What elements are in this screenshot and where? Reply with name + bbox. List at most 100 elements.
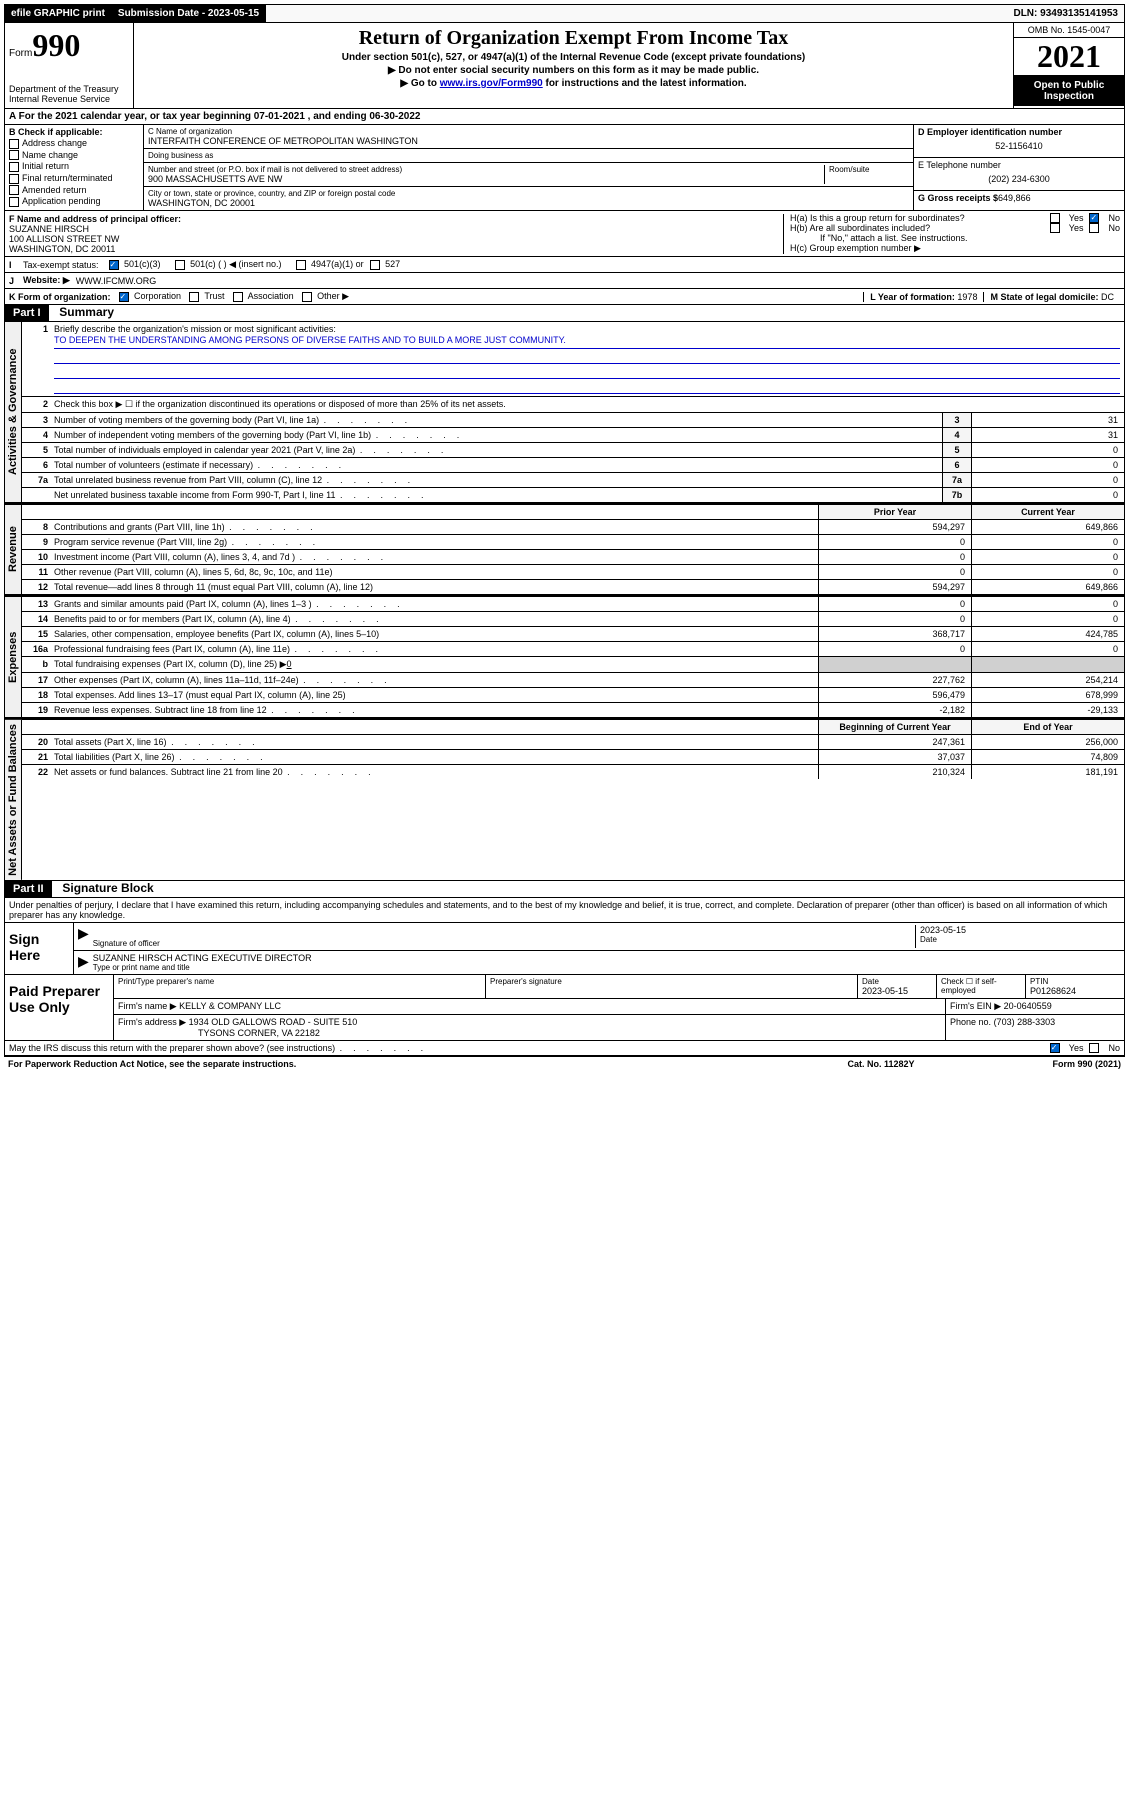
ptin-value: P01268624 [1030, 986, 1120, 996]
cy16a: 0 [971, 642, 1124, 656]
check-corp[interactable] [119, 292, 129, 302]
check-527[interactable] [370, 260, 380, 270]
discuss-yes-check[interactable] [1050, 1043, 1060, 1053]
hb-yes-check[interactable] [1050, 223, 1060, 233]
form-id-cell: Form990 Department of the Treasury Inter… [5, 23, 134, 108]
r13: Grants and similar amounts paid (Part IX… [50, 597, 818, 611]
expenses-section: Expenses 13Grants and similar amounts pa… [4, 595, 1125, 718]
form-label: Form [9, 48, 32, 59]
q2: Check this box ▶ ☐ if the organization d… [50, 397, 1124, 412]
part-i-header: Part I [5, 305, 49, 321]
top-bar: efile GRAPHIC print Submission Date - 20… [4, 4, 1125, 23]
prep-phone-label: Phone no. [950, 1017, 991, 1027]
dept-treasury: Department of the Treasury [9, 84, 129, 94]
r21: Total liabilities (Part X, line 26) [50, 750, 818, 764]
ein-value: 52-1156410 [918, 137, 1120, 155]
ha-yes-check[interactable] [1050, 213, 1060, 223]
v3: 31 [971, 413, 1124, 427]
net-assets-section: Net Assets or Fund Balances Beginning of… [4, 718, 1125, 881]
r12: Total revenue—add lines 8 through 11 (mu… [50, 580, 818, 594]
opt-corp: Corporation [134, 291, 181, 301]
check-initial-return[interactable]: Initial return [9, 161, 139, 172]
hc-label: H(c) Group exemption number ▶ [790, 243, 1120, 254]
q7a: Total unrelated business revenue from Pa… [50, 473, 942, 487]
py8: 594,297 [818, 520, 971, 534]
part-ii-header: Part II [5, 881, 52, 897]
row-j: J Website: ▶ WWW.IFCMW.ORG [5, 272, 1124, 288]
l-label: L Year of formation: [870, 292, 955, 302]
v7b: 0 [971, 488, 1124, 502]
efile-button[interactable]: efile GRAPHIC print [5, 5, 112, 22]
discuss-yes: Yes [1069, 1043, 1084, 1053]
check-name-change[interactable]: Name change [9, 150, 139, 161]
opt-assoc: Association [248, 291, 294, 301]
discuss-text: May the IRS discuss this return with the… [9, 1043, 425, 1053]
cy15: 424,785 [971, 627, 1124, 641]
note2-pre: ▶ Go to [400, 78, 439, 89]
j-label: Website: ▶ [23, 275, 70, 286]
irs-label: Internal Revenue Service [9, 94, 129, 104]
r19: Revenue less expenses. Subtract line 18 … [50, 703, 818, 717]
mission-blank3 [54, 379, 1120, 394]
py17: 227,762 [818, 673, 971, 687]
c-name-label: C Name of organization [148, 127, 909, 136]
q4: Number of independent voting members of … [50, 428, 942, 442]
part-i-bar: Part I Summary [4, 305, 1125, 322]
check-amended[interactable]: Amended return [9, 185, 139, 196]
print-name-label: Print/Type preparer's name [118, 977, 481, 986]
prep-date-label: Date [862, 977, 932, 986]
py10: 0 [818, 550, 971, 564]
dba-label: Doing business as [148, 151, 909, 160]
check-4947[interactable] [296, 260, 306, 270]
prep-sig-label: Preparer's signature [490, 977, 853, 986]
check-application-pending[interactable]: Application pending [9, 196, 139, 207]
current-year-header: Current Year [971, 505, 1124, 519]
q6: Total number of volunteers (estimate if … [50, 458, 942, 472]
cy11: 0 [971, 565, 1124, 579]
check-address-change[interactable]: Address change [9, 138, 139, 149]
check-501c[interactable] [175, 260, 185, 270]
hb-no: No [1108, 223, 1120, 233]
i-label: Tax-exempt status: [23, 260, 99, 270]
prep-phone: (703) 288-3303 [994, 1017, 1056, 1027]
check-assoc[interactable] [233, 292, 243, 302]
b-title: B Check if applicable: [9, 127, 139, 137]
cy20: 256,000 [971, 735, 1124, 749]
hb-no-check[interactable] [1089, 223, 1099, 233]
firm-ein: 20-0640559 [1004, 1001, 1052, 1011]
street-value: 900 MASSACHUSETTS AVE NW [148, 174, 824, 184]
py9: 0 [818, 535, 971, 549]
cy21: 74,809 [971, 750, 1124, 764]
py21: 37,037 [818, 750, 971, 764]
discuss-row: May the IRS discuss this return with the… [5, 1040, 1124, 1055]
declaration: Under penalties of perjury, I declare th… [5, 898, 1124, 922]
check-final-return[interactable]: Final return/terminated [9, 173, 139, 184]
r10: Investment income (Part VIII, column (A)… [50, 550, 818, 564]
form990-link[interactable]: www.irs.gov/Form990 [440, 78, 543, 89]
firm-name: KELLY & COMPANY LLC [179, 1001, 281, 1011]
sig-officer-label: Signature of officer [93, 939, 915, 948]
q5: Total number of individuals employed in … [50, 443, 942, 457]
ptin-label: PTIN [1030, 977, 1120, 986]
check-501c3[interactable] [109, 260, 119, 270]
city-value: WASHINGTON, DC 20001 [148, 198, 909, 208]
cy19: -29,133 [971, 703, 1124, 717]
r9: Program service revenue (Part VIII, line… [50, 535, 818, 549]
phone-value: (202) 234-6300 [918, 170, 1120, 188]
city-label: City or town, state or province, country… [148, 189, 909, 198]
cy17: 254,214 [971, 673, 1124, 687]
ha-no-check[interactable] [1089, 213, 1099, 223]
check-trust[interactable] [189, 292, 199, 302]
title-cell: Return of Organization Exempt From Incom… [134, 23, 1013, 108]
officer-city: WASHINGTON, DC 20011 [9, 244, 783, 254]
inspection-badge: Open to Public Inspection [1014, 76, 1124, 106]
r8: Contributions and grants (Part VIII, lin… [50, 520, 818, 534]
sig-date-label: Date [920, 935, 1120, 944]
discuss-no-check[interactable] [1089, 1043, 1099, 1053]
prior-year-header: Prior Year [818, 505, 971, 519]
hb-label: H(b) Are all subordinates included? [790, 223, 930, 233]
revenue-section: Revenue Prior YearCurrent Year 8Contribu… [4, 503, 1125, 595]
g-label: G Gross receipts $ [918, 193, 998, 203]
q3: Number of voting members of the governin… [50, 413, 942, 427]
check-other[interactable] [302, 292, 312, 302]
